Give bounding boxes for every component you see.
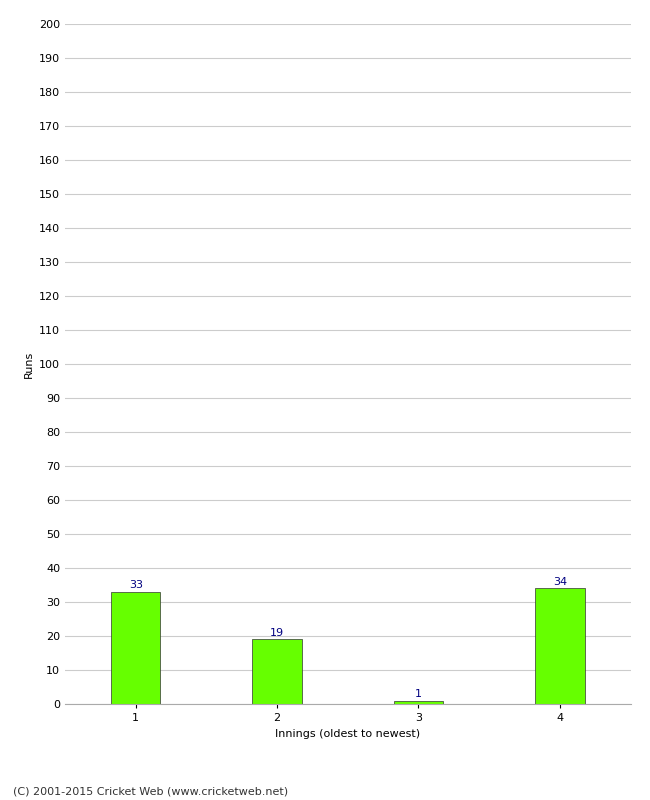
Bar	[394, 701, 443, 704]
Bar	[535, 589, 584, 704]
Text: 33: 33	[129, 580, 143, 590]
Text: (C) 2001-2015 Cricket Web (www.cricketweb.net): (C) 2001-2015 Cricket Web (www.cricketwe…	[13, 786, 288, 796]
Text: 34: 34	[552, 577, 567, 586]
Text: 1: 1	[415, 689, 422, 699]
X-axis label: Innings (oldest to newest): Innings (oldest to newest)	[275, 729, 421, 738]
Y-axis label: Runs: Runs	[23, 350, 33, 378]
Bar	[111, 592, 161, 704]
Bar	[252, 639, 302, 704]
Text: 19: 19	[270, 628, 284, 638]
